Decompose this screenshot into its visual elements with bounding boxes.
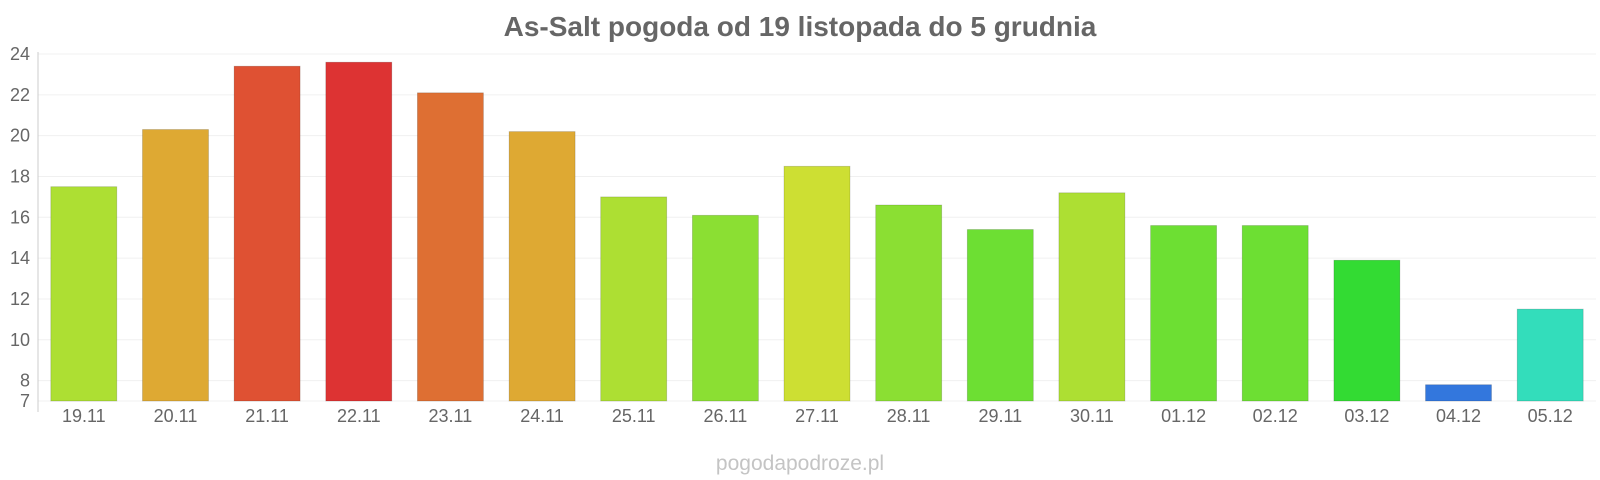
- bar-22.11: [325, 61, 393, 402]
- bar-19.11: [50, 186, 118, 402]
- y-tick-label-12: 12: [10, 289, 30, 309]
- x-tick-label-26.11: 26.11: [704, 406, 748, 426]
- x-tick-label-19.11: 19.11: [62, 406, 106, 426]
- bar-29.11: [966, 229, 1034, 402]
- bar-23.11: [416, 92, 484, 402]
- y-tick-label-22: 22: [10, 85, 30, 105]
- bar-24.11: [508, 131, 576, 402]
- y-tick-label-24: 24: [10, 44, 30, 64]
- y-tick-label-18: 18: [10, 166, 30, 186]
- x-tick-label-20.11: 20.11: [154, 406, 198, 426]
- bar-20.11: [142, 129, 209, 402]
- x-tick-label-22.11: 22.11: [337, 406, 381, 426]
- bar-21.11: [233, 65, 301, 402]
- x-tick-label-02.12: 02.12: [1253, 406, 1298, 426]
- y-tick-label-7: 7: [20, 391, 30, 411]
- y-tick-label-20: 20: [10, 126, 30, 146]
- y-tick-label-10: 10: [10, 330, 30, 350]
- y-tick-label-14: 14: [10, 248, 30, 268]
- y-tick-label-8: 8: [20, 371, 30, 391]
- x-tick-label-25.11: 25.11: [612, 406, 656, 426]
- x-tick-label-03.12: 03.12: [1344, 406, 1389, 426]
- watermark: pogodapodroze.pl: [716, 452, 884, 475]
- bar-02.12: [1241, 225, 1309, 402]
- x-tick-label-27.11: 27.11: [795, 406, 839, 426]
- x-axis-ticks: 19.11 20.11 21.11 22.11 23.11 24.11 25.11 26.11…: [62, 406, 1573, 426]
- bar-30.11: [1058, 192, 1126, 402]
- bar-25.11: [600, 196, 668, 402]
- bars: [50, 61, 1584, 402]
- x-tick-label-28.11: 28.11: [887, 406, 931, 426]
- y-tick-label-16: 16: [10, 207, 30, 227]
- bar-01.12: [1150, 225, 1217, 402]
- x-tick-label-23.11: 23.11: [429, 406, 473, 426]
- x-tick-label-05.12: 05.12: [1528, 406, 1573, 426]
- bar-05.12: [1516, 308, 1584, 402]
- x-tick-label-21.11: 21.11: [245, 406, 289, 426]
- bar-04.12: [1425, 384, 1492, 402]
- x-tick-label-30.11: 30.11: [1070, 406, 1114, 426]
- bar-27.11: [783, 165, 851, 402]
- y-axis-ticks: 78 10 12 14 16 18 20 22 24: [10, 44, 30, 411]
- x-tick-label-04.12: 04.12: [1436, 406, 1481, 426]
- x-tick-label-24.11: 24.11: [520, 406, 564, 426]
- x-tick-label-29.11: 29.11: [978, 406, 1022, 426]
- chart-title: As-Salt pogoda od 19 listopada do 5 grud…: [504, 11, 1097, 42]
- bar-03.12: [1333, 259, 1401, 402]
- x-tick-label-01.12: 01.12: [1161, 406, 1206, 426]
- bar-28.11: [875, 204, 943, 402]
- bar-26.11: [692, 214, 759, 402]
